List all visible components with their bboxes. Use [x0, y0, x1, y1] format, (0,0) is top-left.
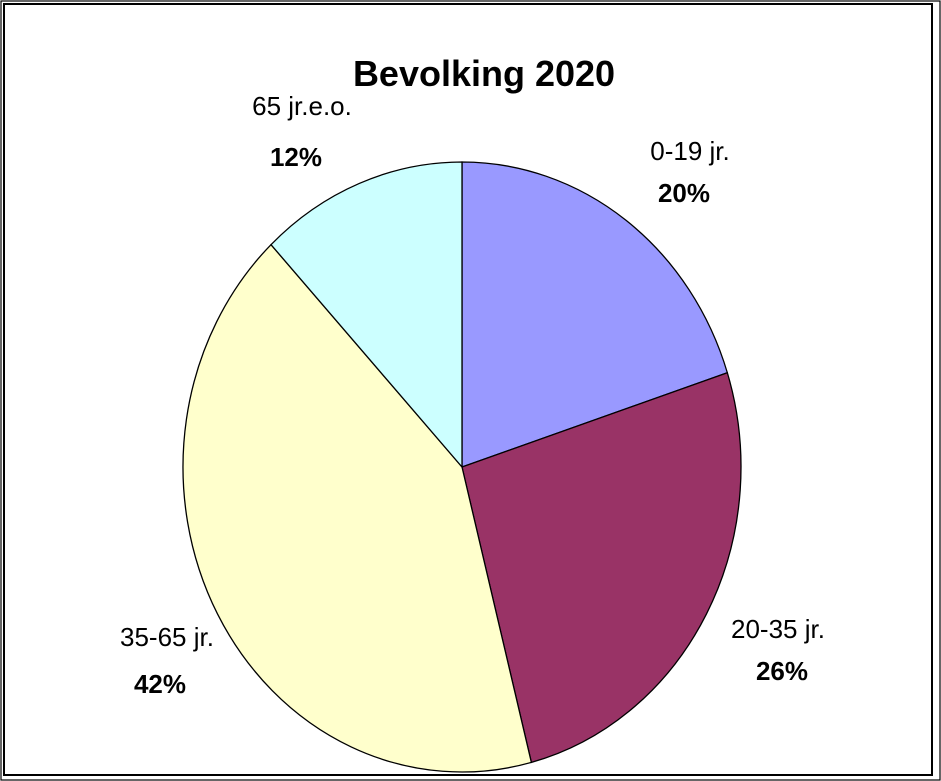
percentage-label-20-35: 26% [756, 656, 808, 686]
data-label-2: 35-65 jr. 42% [120, 622, 214, 699]
percentage-label-35-65: 42% [134, 669, 186, 699]
data-label-3: 65 jr.e.o. 12% [252, 91, 352, 172]
percentage-label-65-plus: 12% [270, 142, 322, 172]
category-label-20-35: 20-35 jr. [731, 614, 825, 644]
chart-title: Bevolking 2020 [353, 53, 615, 94]
percentage-label-0-19: 20% [658, 178, 710, 208]
pie-slice-35-65 [182, 243, 533, 773]
data-label-1: 20-35 jr. 26% [731, 614, 825, 686]
category-label-0-19: 0-19 jr. [650, 136, 730, 166]
slices-group [182, 161, 742, 773]
pie-slice-20-35 [461, 371, 742, 764]
pie-slice-65-plus [270, 161, 463, 469]
category-label-35-65: 35-65 jr. [120, 622, 214, 652]
data-label-0: 0-19 jr. 20% [650, 136, 730, 208]
category-label-65-plus: 65 jr.e.o. [252, 91, 352, 121]
pie-slice-0-19 [461, 161, 729, 468]
